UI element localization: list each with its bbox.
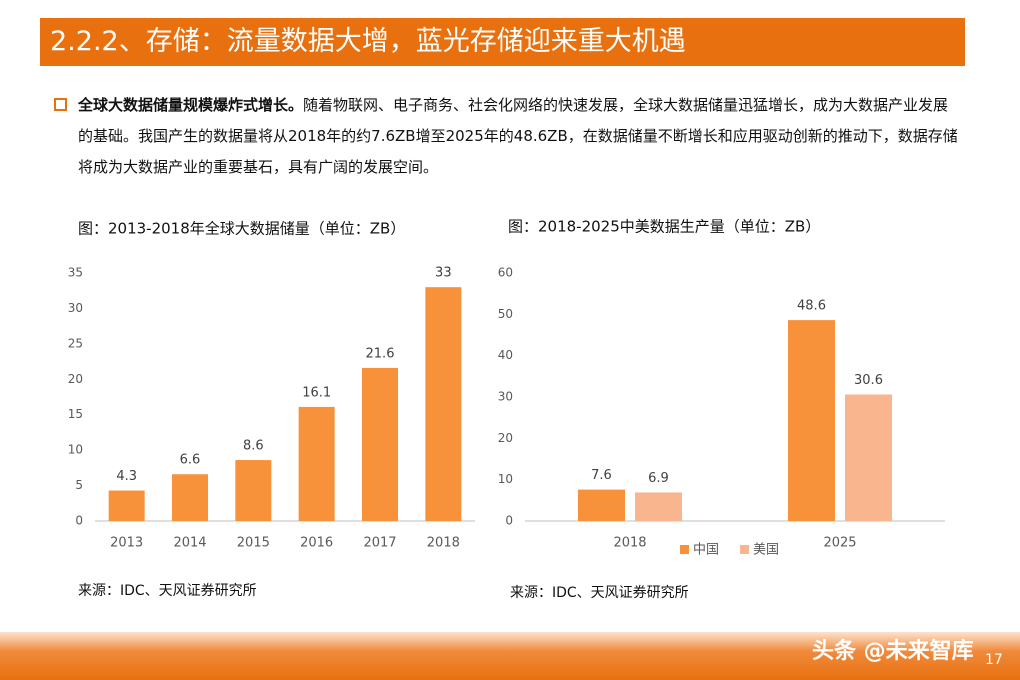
legend-label: 中国 xyxy=(693,543,719,558)
y-tick-label: 10 xyxy=(68,443,83,457)
bullet-lead: 全球大数据储量规模爆炸式增长。 xyxy=(78,96,304,114)
value-label: 16.1 xyxy=(302,385,331,400)
chart-title: 图：2013-2018年全球大数据储量（单位：ZB） xyxy=(78,220,405,238)
watermark: 头条 @未来智库 xyxy=(812,638,974,664)
y-tick-label: 30 xyxy=(498,390,513,404)
chart-title: 图：2018-2025中美数据生产量（单位：ZB） xyxy=(508,218,820,236)
header-title: 2.2.2、存储：流量数据大增，蓝光存储迎来重大机遇 xyxy=(40,18,965,66)
value-label: 4.3 xyxy=(116,469,137,484)
y-tick-label: 15 xyxy=(68,407,83,421)
y-tick-label: 60 xyxy=(498,266,513,280)
y-tick-label: 50 xyxy=(498,307,513,321)
bullet-paragraph: 全球大数据储量规模爆炸式增长。随着物联网、电子商务、社会化网络的快速发展，全球大… xyxy=(78,90,958,183)
y-tick-label: 40 xyxy=(498,348,513,362)
bar xyxy=(578,489,625,521)
bar xyxy=(298,406,335,521)
legend-swatch xyxy=(740,545,749,554)
legend-label: 美国 xyxy=(753,543,779,558)
value-label: 48.6 xyxy=(797,299,826,314)
x-tick-label: 2013 xyxy=(110,536,143,551)
y-tick-label: 0 xyxy=(505,514,513,528)
bar xyxy=(362,367,398,521)
y-tick-label: 20 xyxy=(68,372,83,386)
y-tick-label: 35 xyxy=(68,266,83,280)
page-number: 17 xyxy=(985,652,1003,668)
source: 来源：IDC、天风证券研究所 xyxy=(78,583,257,599)
bar xyxy=(172,474,208,521)
value-label: 33 xyxy=(435,266,452,281)
x-tick-label: 2014 xyxy=(173,536,206,551)
bar xyxy=(635,492,682,521)
legend-swatch xyxy=(680,545,689,554)
value-label: 21.6 xyxy=(366,346,395,361)
y-tick-label: 5 xyxy=(75,478,83,492)
value-label: 8.6 xyxy=(243,439,264,454)
y-tick-label: 0 xyxy=(75,514,83,528)
value-label: 30.6 xyxy=(854,373,883,388)
bar xyxy=(788,320,835,521)
bar xyxy=(425,287,462,521)
value-label: 7.6 xyxy=(591,468,612,483)
bar xyxy=(235,460,272,521)
y-tick-label: 10 xyxy=(498,472,513,486)
bullet-text: 随着物联网、电子商务、社会化网络的快速发展，全球大数据储量迅猛增长，成为大数据产… xyxy=(78,96,958,176)
x-tick-label: 2018 xyxy=(613,536,646,551)
bar xyxy=(108,490,145,521)
bar xyxy=(845,394,892,521)
x-tick-label: 2016 xyxy=(300,536,333,551)
value-label: 6.6 xyxy=(180,453,201,468)
x-tick-label: 2017 xyxy=(363,536,396,551)
y-tick-label: 30 xyxy=(68,301,83,315)
x-tick-label: 2025 xyxy=(823,536,856,551)
x-tick-label: 2018 xyxy=(427,536,460,551)
y-tick-label: 20 xyxy=(498,431,513,445)
source: 来源：IDC、天风证券研究所 xyxy=(510,585,689,601)
bullet-icon xyxy=(54,98,67,111)
x-tick-label: 2015 xyxy=(237,536,270,551)
footer-band xyxy=(0,632,1020,680)
value-label: 6.9 xyxy=(648,471,669,486)
y-tick-label: 25 xyxy=(68,336,83,350)
